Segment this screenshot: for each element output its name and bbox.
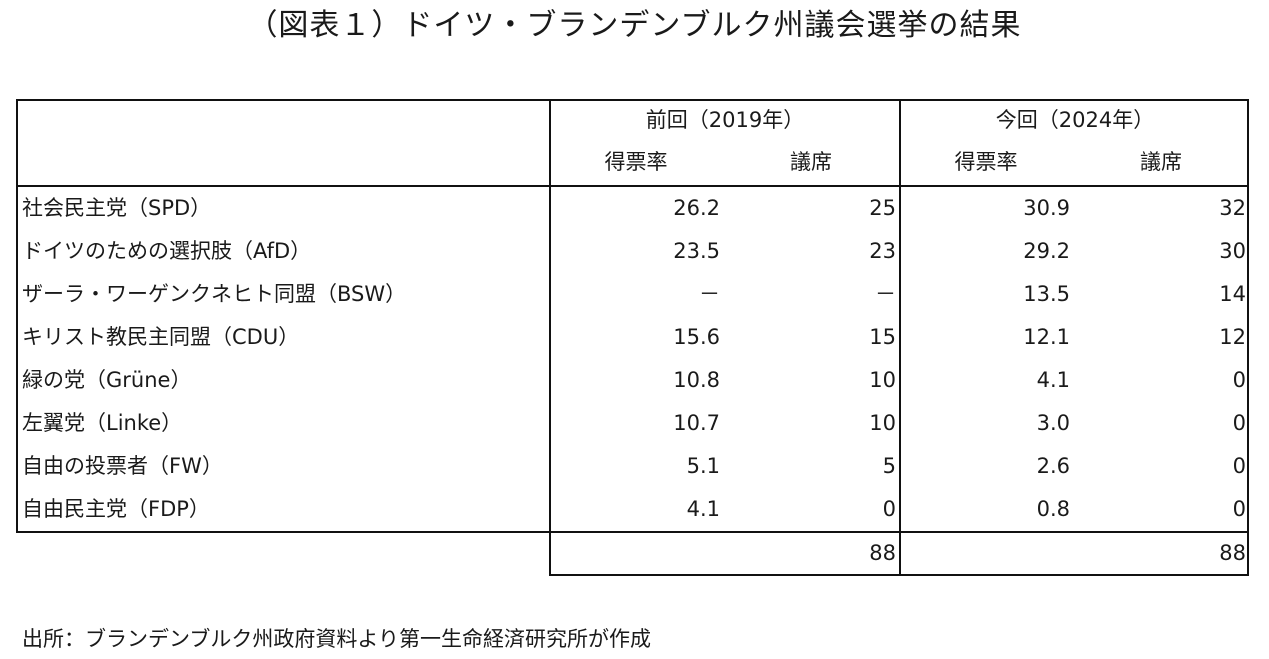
prev-seats: 10 <box>869 411 896 435</box>
curr-vote-share: 3.0 <box>1036 411 1070 435</box>
curr-seats: 0 <box>1232 368 1246 392</box>
prev-vote-share: 15.6 <box>673 325 720 349</box>
prev-seats: 15 <box>869 325 896 349</box>
prev-vote-share: － <box>699 282 720 306</box>
total-row-border <box>549 531 1249 576</box>
header-curr-election: 今回（2024年） <box>995 108 1155 132</box>
curr-seats: 0 <box>1232 497 1246 521</box>
curr-vote-share: 12.1 <box>1023 325 1070 349</box>
prev-seats: 25 <box>869 196 896 220</box>
source-note: 出所：ブランデンブルク州政府資料より第一生命経済研究所が作成 <box>22 627 651 651</box>
curr-seats: 12 <box>1219 325 1246 349</box>
party-name: キリスト教民主同盟（CDU） <box>22 325 300 349</box>
curr-vote-share: 30.9 <box>1023 196 1070 220</box>
header-curr-vote-share: 得票率 <box>954 150 1018 174</box>
prev-seats: 23 <box>869 239 896 263</box>
curr-seats: 14 <box>1219 282 1246 306</box>
prev-seats: 10 <box>869 368 896 392</box>
column-divider-prev <box>549 99 551 576</box>
header-prev-vote-share: 得票率 <box>604 150 668 174</box>
prev-seats: 5 <box>882 454 896 478</box>
header-divider <box>16 185 1249 187</box>
party-name: 自由の投票者（FW） <box>22 454 223 478</box>
total-curr-seats: 88 <box>1219 541 1246 565</box>
election-results-table: 前回（2019年） 得票率 議席 今回（2024年） 得票率 議席 社会民主党（… <box>16 99 1249 576</box>
party-name: 自由民主党（FDP） <box>22 497 210 521</box>
column-divider-curr <box>899 99 901 576</box>
curr-seats: 30 <box>1219 239 1246 263</box>
header-prev-election: 前回（2019年） <box>645 108 805 132</box>
curr-seats: 0 <box>1232 454 1246 478</box>
curr-vote-share: 0.8 <box>1036 497 1070 521</box>
prev-vote-share: 5.1 <box>686 454 720 478</box>
header-curr-seats: 議席 <box>1140 150 1182 174</box>
party-name: ザーラ・ワーゲンクネヒト同盟（BSW） <box>22 282 407 306</box>
party-name: 左翼党（Linke） <box>22 411 183 435</box>
curr-seats: 0 <box>1232 411 1246 435</box>
curr-seats: 32 <box>1219 196 1246 220</box>
curr-vote-share: 13.5 <box>1023 282 1070 306</box>
header-prev-seats: 議席 <box>790 150 832 174</box>
prev-vote-share: 10.8 <box>673 368 720 392</box>
party-name: 社会民主党（SPD） <box>22 196 212 220</box>
prev-vote-share: 10.7 <box>673 411 720 435</box>
prev-vote-share: 23.5 <box>673 239 720 263</box>
party-name: 緑の党（Grüne） <box>22 368 192 392</box>
total-prev-seats: 88 <box>869 541 896 565</box>
prev-seats: － <box>875 282 896 306</box>
prev-vote-share: 4.1 <box>686 497 720 521</box>
prev-seats: 0 <box>882 497 896 521</box>
table-border <box>16 99 1249 533</box>
curr-vote-share: 2.6 <box>1036 454 1070 478</box>
party-name: ドイツのための選択肢（AfD） <box>22 239 312 263</box>
page-title: （図表１）ドイツ・ブランデンブルク州議会選挙の結果 <box>247 8 1022 43</box>
prev-vote-share: 26.2 <box>673 196 720 220</box>
curr-vote-share: 4.1 <box>1036 368 1070 392</box>
curr-vote-share: 29.2 <box>1023 239 1070 263</box>
